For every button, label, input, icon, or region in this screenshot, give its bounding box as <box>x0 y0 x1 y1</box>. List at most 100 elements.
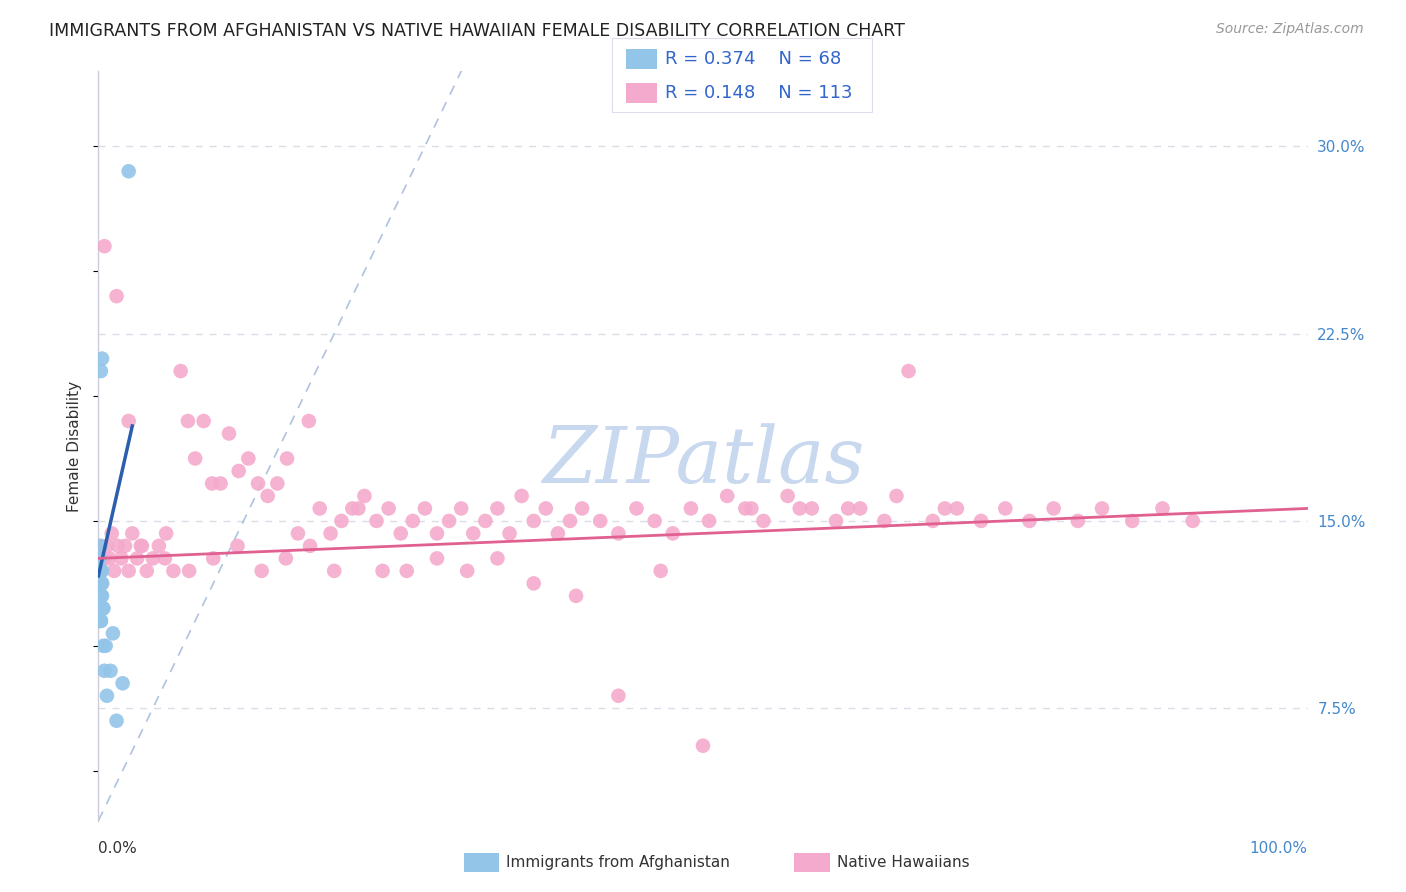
Point <box>118 414 141 428</box>
Point <box>155 526 177 541</box>
Point <box>946 501 969 516</box>
Point <box>89 564 111 578</box>
Point <box>91 576 114 591</box>
Point <box>89 614 111 628</box>
Point <box>650 564 672 578</box>
Point <box>486 551 509 566</box>
Point <box>100 664 122 678</box>
Point <box>94 639 117 653</box>
Text: 0.0%: 0.0% <box>98 840 138 855</box>
Point <box>89 601 111 615</box>
Point <box>371 564 394 578</box>
Point <box>89 576 111 591</box>
Point <box>90 601 112 615</box>
Point <box>523 576 546 591</box>
Point <box>121 526 143 541</box>
Point <box>110 551 132 566</box>
Point <box>256 489 278 503</box>
Point <box>114 539 136 553</box>
Point <box>486 501 509 516</box>
Point <box>402 514 425 528</box>
Point <box>607 689 630 703</box>
Point <box>238 451 260 466</box>
Point <box>89 589 111 603</box>
Point <box>565 589 588 603</box>
Point <box>193 414 215 428</box>
Point <box>90 601 112 615</box>
Point <box>873 514 896 528</box>
Point <box>153 551 176 566</box>
Point <box>849 501 872 516</box>
Point <box>90 564 112 578</box>
Point <box>330 514 353 528</box>
Text: R = 0.374    N = 68: R = 0.374 N = 68 <box>665 50 841 68</box>
Point <box>89 576 111 591</box>
Point <box>90 576 112 591</box>
Point <box>1067 514 1090 528</box>
Point <box>179 564 201 578</box>
Point <box>319 526 342 541</box>
Point <box>776 489 799 503</box>
Point <box>90 601 112 615</box>
Point <box>692 739 714 753</box>
Point <box>90 364 112 378</box>
Point <box>90 601 112 615</box>
Text: 100.0%: 100.0% <box>1250 840 1308 855</box>
Point <box>308 501 330 516</box>
Point <box>129 539 152 553</box>
Point <box>510 489 533 503</box>
Point <box>626 501 648 516</box>
Point <box>89 551 111 566</box>
Point <box>101 626 124 640</box>
Point <box>266 476 288 491</box>
Point <box>107 539 129 553</box>
Point <box>90 589 112 603</box>
Point <box>111 676 134 690</box>
Point <box>395 564 418 578</box>
Point <box>202 551 225 566</box>
Point <box>91 351 114 366</box>
Text: R = 0.148    N = 113: R = 0.148 N = 113 <box>665 84 852 102</box>
Text: Immigrants from Afghanistan: Immigrants from Afghanistan <box>506 855 730 870</box>
Point <box>91 589 114 603</box>
Point <box>89 564 111 578</box>
Point <box>90 614 112 628</box>
Point <box>90 589 112 603</box>
Point <box>323 564 346 578</box>
Point <box>89 576 111 591</box>
Point <box>127 551 149 566</box>
Point <box>89 601 111 615</box>
Point <box>644 514 666 528</box>
Point <box>89 564 111 578</box>
Point <box>450 501 472 516</box>
Point <box>89 601 111 615</box>
Point <box>413 501 436 516</box>
Point <box>547 526 569 541</box>
Point <box>994 501 1017 516</box>
Point <box>89 614 111 628</box>
Point <box>218 426 240 441</box>
Point <box>437 514 460 528</box>
Point <box>118 564 141 578</box>
Point <box>800 501 823 516</box>
Point <box>90 539 112 553</box>
Point <box>90 564 112 578</box>
Point <box>825 514 848 528</box>
Point <box>105 714 128 728</box>
Point <box>91 601 114 615</box>
Point <box>91 576 114 591</box>
Point <box>347 501 370 516</box>
Point <box>734 501 756 516</box>
Point <box>298 414 321 428</box>
Point <box>89 576 111 591</box>
Point <box>89 576 111 591</box>
Point <box>90 589 112 603</box>
Point <box>89 576 111 591</box>
Point <box>366 514 388 528</box>
Point <box>1181 514 1204 528</box>
Point <box>226 539 249 553</box>
Point <box>89 564 111 578</box>
Point <box>274 551 297 566</box>
Point <box>89 576 111 591</box>
Point <box>91 601 114 615</box>
